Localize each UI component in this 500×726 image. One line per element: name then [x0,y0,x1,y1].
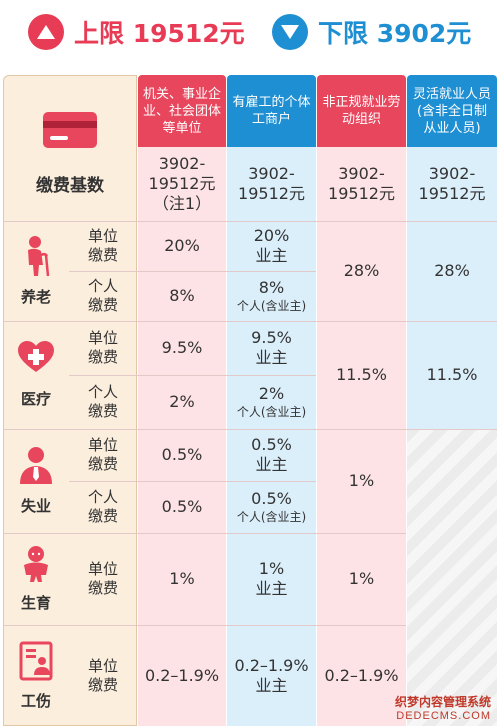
unemployment-label-cell: 失业 [3,429,69,533]
medical-record-icon [19,641,53,685]
pension-institution-person: 8% [138,271,226,321]
divider [69,481,316,482]
column-header-informal: 非正规就业劳动组织 [317,75,406,147]
pension-person-label: 个人缴费 [87,277,118,314]
medical-informal: 11.5% [317,321,406,429]
maternity-self-employed-unit: 1% 业主 [227,533,316,625]
column-header-label: 非正规就业劳动组织 [322,95,401,127]
injury-label: 工伤 [20,691,51,710]
note: 个人(含业主) [236,405,307,419]
column-header-institution: 机关、事业企业、社会团体等单位 [138,75,226,147]
value: 9.5% [251,328,292,347]
watermark-line2: DEDECMS.COM [396,710,491,722]
divider [3,321,497,322]
watermark: 织梦内容管理系统 DEDECMS.COM [395,693,491,722]
maternity-label: 生育 [20,594,51,612]
note: 业主 [255,579,288,598]
medical-label: 医疗 [20,390,51,408]
column-header-label: 机关、事业企业、社会团体等单位 [142,86,221,136]
flexible-not-applicable [407,429,497,726]
divider [3,429,497,430]
elderly-person-icon [19,235,53,281]
injury-unit-label: 单位缴费 [87,656,118,694]
injury-institution-unit: 0.2–1.9% [138,625,226,726]
pension-label: 养老 [20,288,51,306]
note: 个人(含业主) [236,510,307,524]
lower-limit-label: 下限 3902元 [318,19,472,48]
pension-institution-unit: 20% [138,221,226,271]
unemployment-unit-label: 单位缴费 [87,436,118,473]
note: 业主 [255,246,288,265]
card-icon [42,110,98,154]
upper-limit: 上限 19512元 [28,14,245,50]
note: 个人(含业主) [236,299,307,313]
value: 0.5% [251,489,292,508]
value: 2% [258,384,285,403]
unemployment-institution-person: 0.5% [138,481,226,533]
medical-label-cell: 医疗 [3,321,69,429]
injury-informal: 0.2–1.9% [317,625,406,726]
watermark-line1: 织梦内容管理系统 [394,695,491,709]
value: 1% [258,559,285,578]
unemployment-self-employed-person: 0.5% 个人(含业主) [227,481,316,533]
maternity-institution-unit: 1% [138,533,226,625]
base-value-flexible: 3902-19512元 [407,147,497,221]
column-header-flexible: 灵活就业人员(含非全日制从业人员) [407,75,497,147]
medical-person-label: 个人缴费 [87,383,118,420]
divider [69,271,316,272]
medical-flexible: 11.5% [407,321,497,429]
note: 业主 [255,455,288,474]
medical-unit-label: 单位缴费 [87,329,118,366]
note: 业主 [255,348,288,367]
value: 0.2–1.9% [234,655,309,675]
maternity-label-cell: 生育 [3,533,69,625]
up-arrow-icon [28,14,64,50]
unemployment-institution-unit: 0.5% [138,429,226,481]
medical-institution-unit: 9.5% [138,321,226,375]
value: 8% [258,278,285,297]
column-header-label: 灵活就业人员(含非全日制从业人员) [412,86,491,136]
medical-self-employed-person: 2% 个人(含业主) [227,375,316,429]
maternity-unit-label: 单位缴费 [87,560,118,597]
heart-cross-icon [18,341,54,377]
divider [3,533,406,534]
value: 0.5% [251,435,292,454]
pension-self-employed-unit: 20% 业主 [227,221,316,271]
pension-label-cell: 养老 [3,221,69,321]
pension-informal: 28% [317,221,406,321]
base-value-institution: 3902-19512元（注1） [138,147,226,221]
contribution-table: 机关、事业企业、社会团体等单位 有雇工的个体工商户 非正规就业劳动组织 灵活就业… [3,75,497,726]
injury-label-cell: 工伤 [3,625,69,726]
medical-institution-person: 2% [138,375,226,429]
medical-self-employed-unit: 9.5% 业主 [227,321,316,375]
injury-self-employed-unit: 0.2–1.9% 业主 [227,625,316,726]
unemployment-self-employed-unit: 0.5% 业主 [227,429,316,481]
left-rail [3,75,137,726]
maternity-informal: 1% [317,533,406,625]
note: 业主 [255,675,288,695]
value: 20% [253,226,290,245]
businessman-icon [18,446,54,488]
base-value-self-employed: 3902-19512元 [227,147,316,221]
column-header-self-employed: 有雇工的个体工商户 [227,75,316,147]
divider [69,375,316,376]
base-label-cell: 缴费基数 [3,75,137,221]
divider [3,221,497,222]
divider [3,625,406,626]
baby-icon [20,545,52,587]
pension-unit-label: 单位缴费 [87,227,118,264]
lower-limit: 下限 3902元 [272,14,471,50]
unemployment-informal: 1% [317,429,406,533]
base-value-informal: 3902-19512元 [317,147,406,221]
pension-flexible: 28% [407,221,497,321]
base-label: 缴费基数 [36,176,104,196]
column-header-label: 有雇工的个体工商户 [232,95,311,127]
down-arrow-icon [272,14,308,50]
unemployment-label: 失业 [20,497,51,515]
pension-self-employed-person: 8% 个人(含业主) [227,271,316,321]
upper-limit-label: 上限 19512元 [74,19,245,48]
header: 上限 19512元 下限 3902元 [0,0,500,70]
unemployment-person-label: 个人缴费 [87,488,118,525]
